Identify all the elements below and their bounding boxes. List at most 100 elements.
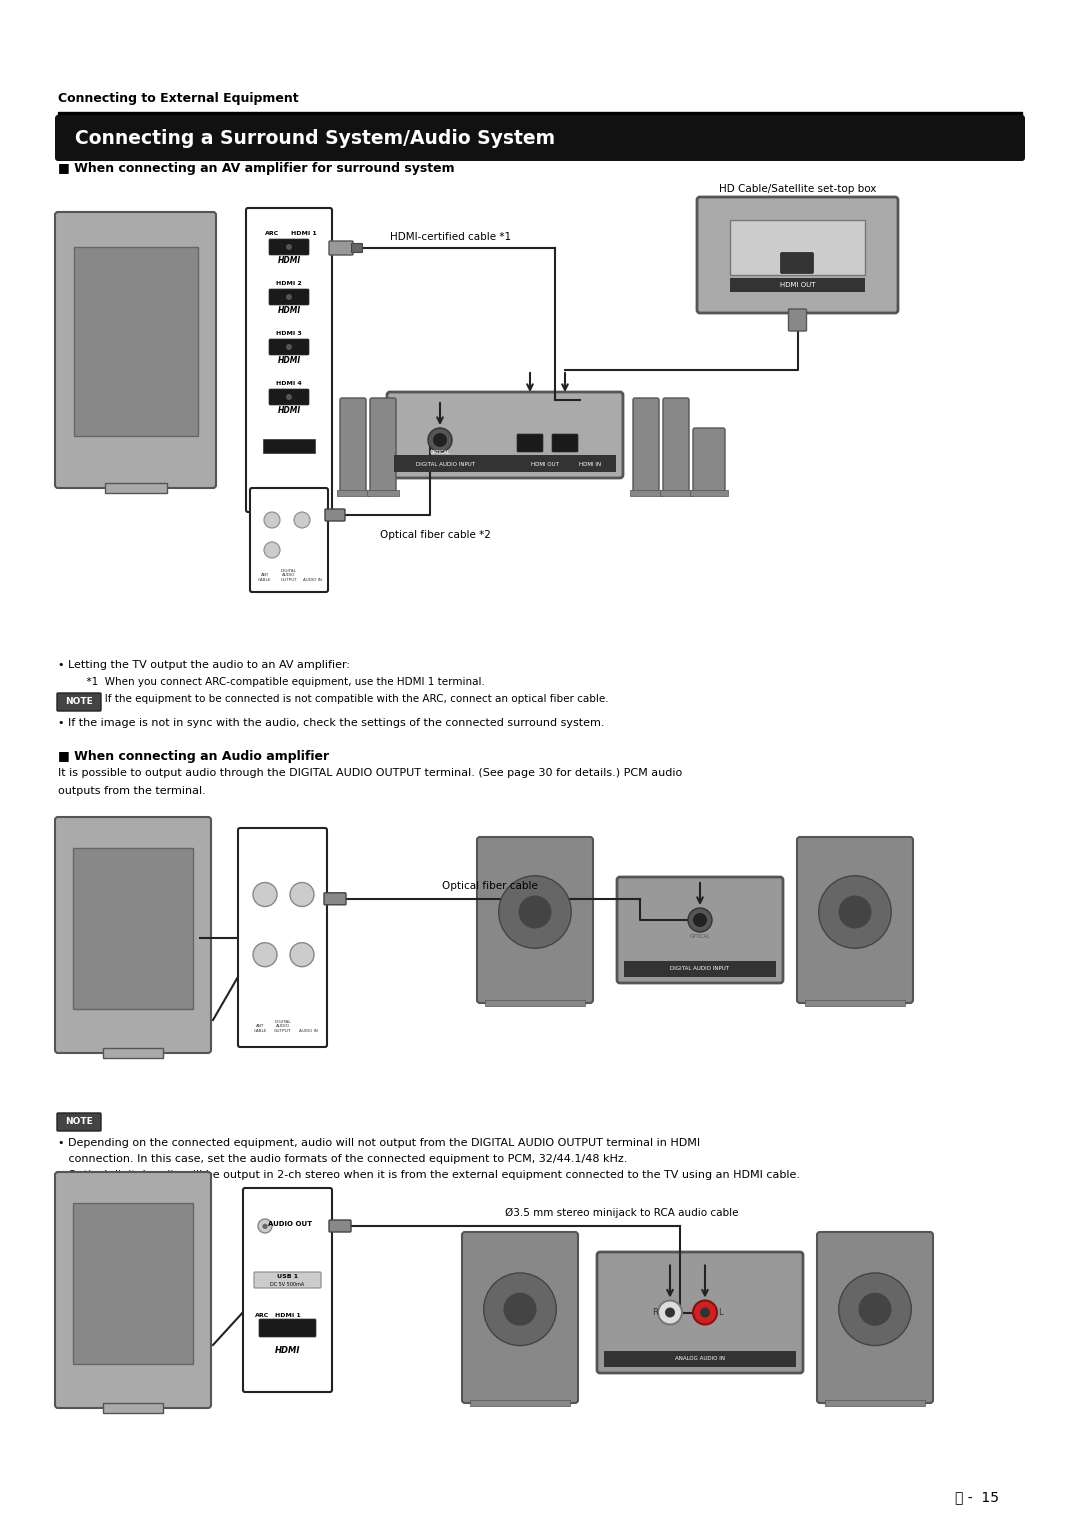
Text: ANALOG AUDIO IN: ANALOG AUDIO IN — [675, 1356, 725, 1362]
Bar — [73, 247, 198, 437]
Circle shape — [291, 942, 314, 967]
Text: L: L — [718, 1309, 723, 1316]
FancyBboxPatch shape — [324, 893, 346, 906]
FancyBboxPatch shape — [249, 489, 328, 592]
Circle shape — [518, 895, 552, 928]
Bar — [690, 490, 728, 496]
Text: HD Cable/Satellite set-top box: HD Cable/Satellite set-top box — [719, 183, 876, 194]
Bar — [58, 111, 1022, 116]
Bar — [630, 490, 662, 496]
FancyBboxPatch shape — [57, 693, 102, 712]
Circle shape — [859, 1293, 891, 1325]
FancyBboxPatch shape — [55, 212, 216, 489]
FancyBboxPatch shape — [351, 243, 363, 252]
Text: HDMI-certified cable *1: HDMI-certified cable *1 — [390, 232, 511, 241]
Text: • If the image is not in sync with the audio, check the settings of the connecte: • If the image is not in sync with the a… — [58, 718, 605, 728]
Text: It is possible to output audio through the DIGITAL AUDIO OUTPUT terminal. (See p: It is possible to output audio through t… — [58, 768, 683, 777]
Bar — [624, 960, 777, 977]
Circle shape — [665, 1307, 675, 1318]
Text: Connecting to External Equipment: Connecting to External Equipment — [58, 92, 299, 105]
Text: HDMI: HDMI — [278, 257, 300, 266]
Text: ANT
CABLE: ANT CABLE — [253, 1025, 267, 1032]
Circle shape — [499, 875, 571, 948]
Text: Optical fiber cable: Optical fiber cable — [442, 881, 538, 890]
Bar — [485, 1000, 585, 1006]
Text: HDMI: HDMI — [278, 356, 300, 365]
Text: DIGITAL
AUDIO
OUTPUT: DIGITAL AUDIO OUTPUT — [281, 568, 297, 582]
FancyBboxPatch shape — [269, 389, 309, 405]
FancyBboxPatch shape — [246, 208, 332, 512]
FancyBboxPatch shape — [329, 1220, 351, 1232]
Bar — [470, 1400, 570, 1406]
Bar — [264, 438, 315, 454]
Bar — [394, 455, 616, 472]
FancyBboxPatch shape — [238, 828, 327, 1048]
Text: • Letting the TV output the audio to an AV amplifier:: • Letting the TV output the audio to an … — [58, 660, 350, 670]
Text: AUDIO OUT: AUDIO OUT — [268, 1222, 312, 1228]
Circle shape — [693, 1301, 717, 1324]
Circle shape — [253, 883, 276, 907]
Text: DC 5V 500mA: DC 5V 500mA — [270, 1283, 305, 1287]
FancyBboxPatch shape — [254, 1272, 321, 1287]
Text: Optical fiber cable *2: Optical fiber cable *2 — [380, 530, 491, 541]
Circle shape — [819, 875, 891, 948]
FancyBboxPatch shape — [259, 1319, 316, 1338]
Circle shape — [839, 1274, 912, 1345]
Text: DIGITAL
AUDIO
OUTPUT: DIGITAL AUDIO OUTPUT — [274, 1020, 292, 1032]
Circle shape — [286, 344, 292, 350]
Circle shape — [700, 1307, 710, 1318]
Circle shape — [838, 895, 872, 928]
Bar — [805, 1000, 905, 1006]
Text: AUDIO IN: AUDIO IN — [302, 579, 322, 582]
Text: Ø3.5 mm stereo minijack to RCA audio cable: Ø3.5 mm stereo minijack to RCA audio cab… — [505, 1208, 739, 1219]
Text: R: R — [652, 1309, 658, 1316]
Circle shape — [258, 1219, 272, 1232]
Bar — [103, 1048, 163, 1058]
Text: NOTE: NOTE — [65, 1118, 93, 1127]
Text: HDMI: HDMI — [278, 406, 300, 415]
FancyBboxPatch shape — [552, 434, 578, 452]
FancyBboxPatch shape — [462, 1232, 578, 1403]
Bar — [604, 1351, 796, 1367]
FancyBboxPatch shape — [387, 392, 623, 478]
Bar — [660, 490, 692, 496]
Text: outputs from the terminal.: outputs from the terminal. — [58, 786, 206, 796]
FancyBboxPatch shape — [788, 308, 807, 331]
Circle shape — [503, 1293, 537, 1325]
Text: ANT
CABLE: ANT CABLE — [258, 574, 272, 582]
Bar — [103, 1403, 163, 1412]
Text: HDMI: HDMI — [278, 305, 300, 315]
Circle shape — [264, 542, 280, 557]
Circle shape — [658, 1301, 681, 1324]
Bar — [367, 490, 399, 496]
Text: ARC: ARC — [265, 231, 279, 237]
Text: • Optical digital audio will be output in 2-ch stereo when it is from the extern: • Optical digital audio will be output i… — [58, 1170, 800, 1180]
Bar — [73, 1203, 193, 1364]
FancyBboxPatch shape — [617, 876, 783, 983]
FancyBboxPatch shape — [55, 817, 211, 1054]
Text: HDMI 2: HDMI 2 — [276, 281, 302, 286]
Bar — [105, 483, 166, 493]
Text: DIGITAL AUDIO INPUT: DIGITAL AUDIO INPUT — [416, 461, 474, 467]
Circle shape — [693, 913, 707, 927]
FancyBboxPatch shape — [816, 1232, 933, 1403]
Text: HDMI: HDMI — [274, 1345, 300, 1354]
FancyBboxPatch shape — [243, 1188, 332, 1393]
FancyBboxPatch shape — [693, 428, 725, 492]
Text: HDMI IN: HDMI IN — [579, 461, 602, 467]
Text: DIGITAL AUDIO INPUT: DIGITAL AUDIO INPUT — [671, 967, 729, 971]
Circle shape — [264, 512, 280, 528]
Circle shape — [253, 942, 276, 967]
Circle shape — [286, 295, 292, 299]
FancyBboxPatch shape — [269, 240, 309, 255]
Text: *1  When you connect ARC-compatible equipment, use the HDMI 1 terminal.: *1 When you connect ARC-compatible equip… — [80, 676, 485, 687]
Circle shape — [484, 1274, 556, 1345]
Text: NOTE: NOTE — [65, 698, 93, 707]
FancyBboxPatch shape — [325, 508, 345, 521]
Bar — [825, 1400, 924, 1406]
Text: HDMI 4: HDMI 4 — [276, 382, 302, 386]
FancyBboxPatch shape — [797, 837, 913, 1003]
Text: ■ When connecting an Audio amplifier: ■ When connecting an Audio amplifier — [58, 750, 329, 764]
FancyBboxPatch shape — [269, 289, 309, 305]
FancyBboxPatch shape — [57, 1113, 102, 1132]
